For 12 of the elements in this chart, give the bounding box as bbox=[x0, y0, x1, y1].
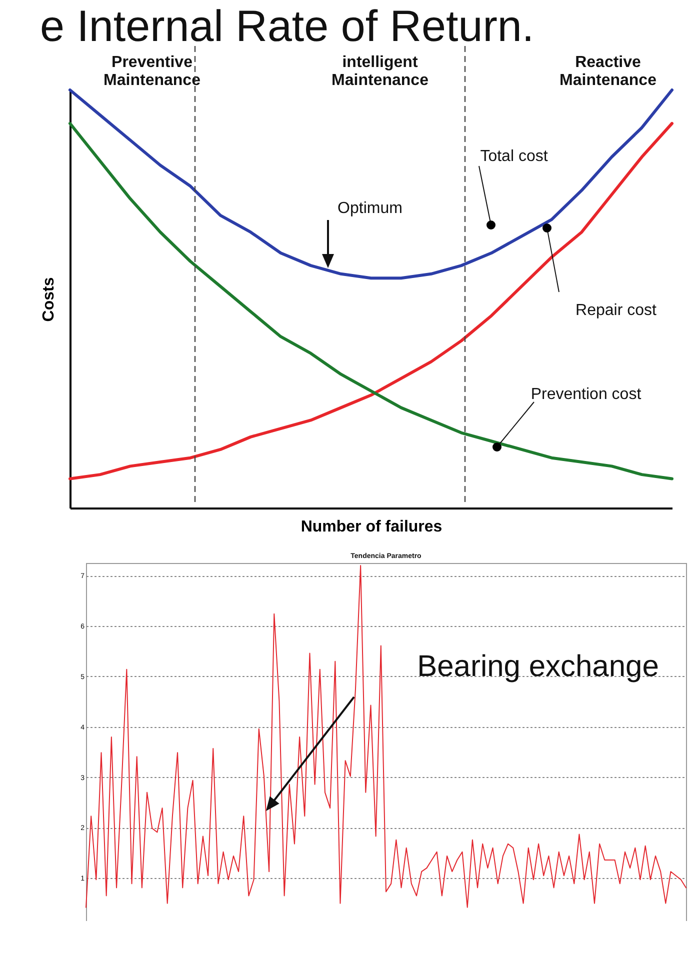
line-series bbox=[86, 565, 686, 908]
chart-title: e Internal Rate of Return. bbox=[40, 2, 534, 51]
annotation: Optimum bbox=[338, 200, 402, 217]
annotation: Repair cost bbox=[576, 302, 658, 319]
text: intelligent Maintenance bbox=[332, 54, 429, 89]
annotation: Total cost bbox=[480, 148, 548, 165]
y-axis-title: Costs bbox=[40, 277, 58, 322]
text: Preventive Maintenance bbox=[104, 54, 201, 89]
annotation: Bearing exchange bbox=[417, 650, 659, 683]
x-axis-title: Number of failures bbox=[300, 518, 442, 536]
annotation: Prevention cost bbox=[530, 386, 642, 403]
text: Reactive Maintenance bbox=[560, 54, 657, 89]
